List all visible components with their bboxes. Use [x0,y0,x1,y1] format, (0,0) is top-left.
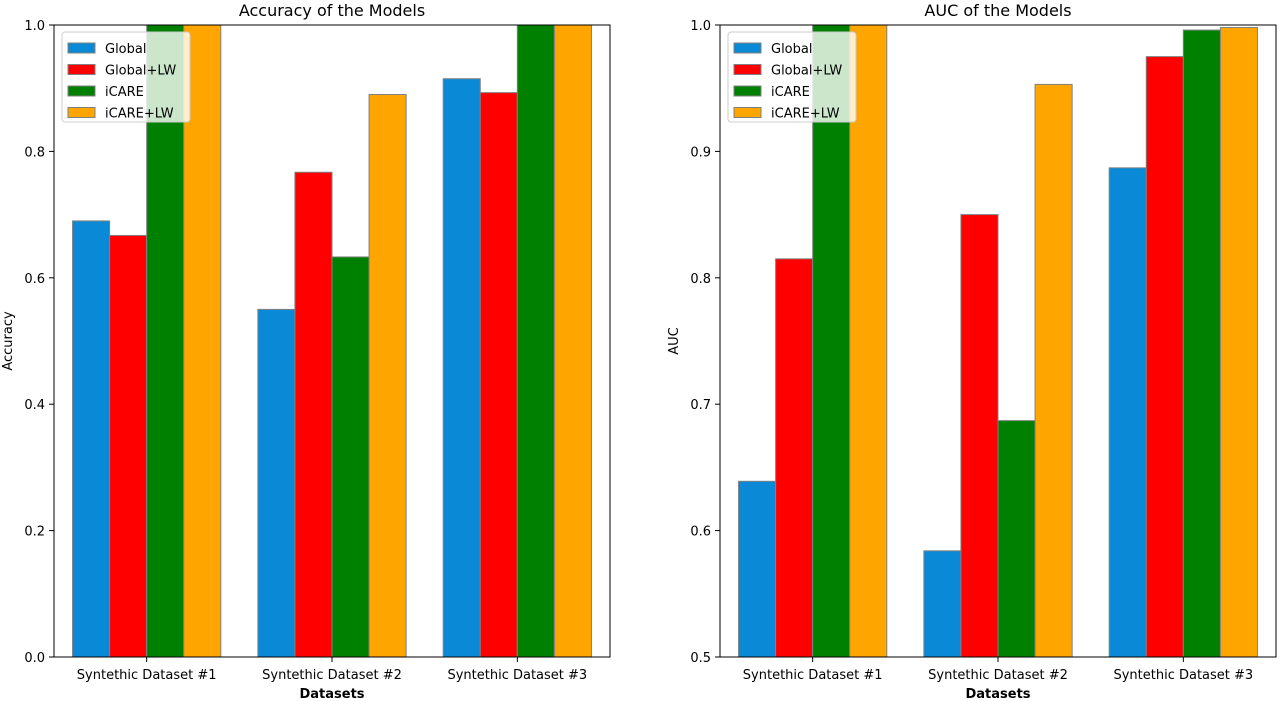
legend-box [61,31,191,123]
bar-icare-1 [146,24,185,658]
legend: Global Global+LW iCARE iCARE+LW [61,31,191,123]
legend-swatch [733,85,762,97]
legend-swatch [67,64,96,75]
y-axis-label: AUC [667,327,682,355]
bar-icare-lw-2 [1034,83,1073,658]
legend-label: Global+LW [105,64,176,79]
bar-icare-lw-2 [368,94,407,658]
x-tick-label: Syntethic Dataset #1 [743,668,883,683]
auc-chart: 0.5 0.6 0.7 0.8 0.9 1.0 Syntethic Dataset #1 Sy… [667,1,1277,701]
bar-icare-lw-3 [1219,27,1258,658]
bar-global-2 [257,308,296,658]
x-tick-label: Syntethic Dataset #2 [928,668,1068,683]
y-tick-label: 0.7 [690,398,711,413]
bar-global-lw-3 [1145,56,1184,658]
legend-label: iCARE [771,85,810,100]
legend-swatch [733,42,762,54]
y-tick-label: 0.2 [24,525,45,540]
legend-label: iCARE+LW [771,107,840,122]
y-tick-label: 0.8 [24,145,45,160]
y-tick-label: 0.6 [24,272,45,287]
legend-swatch [67,107,96,118]
x-tick-label: Syntethic Dataset #1 [77,668,217,683]
x-tick-label: Syntethic Dataset #3 [447,668,587,683]
x-axis-label: Datasets [299,687,364,701]
bar-icare-3 [1182,29,1221,658]
legend-swatch [733,107,762,118]
y-axis-label: Accuracy [1,311,16,371]
legend-label: Global+LW [771,64,842,79]
accuracy-chart: 0.0 0.2 0.4 0.6 0.8 1.0 Syntethic Dataset #1 Sy… [1,1,611,701]
x-tick-label: Syntethic Dataset #3 [1113,668,1253,683]
y-tick-label: 1.0 [690,19,711,34]
y-tick-label: 0.5 [690,651,711,666]
legend: Global Global+LW iCARE iCARE+LW [727,31,857,123]
legend-swatch [733,64,762,75]
bar-global-lw-3 [479,92,518,658]
legend-label: Global [771,42,812,57]
bar-global-3 [1108,167,1147,658]
x-axis-label: Datasets [965,687,1030,701]
legend-swatch [67,42,96,54]
legend-swatch [67,85,96,97]
bar-global-lw-1 [109,234,148,658]
y-tick-label: 0.6 [690,525,711,540]
bar-global-1 [72,220,111,658]
bar-global-2 [923,550,962,658]
bar-icare-2 [331,256,370,658]
bar-icare-2 [997,420,1036,658]
chart-title: Accuracy of the Models [239,1,425,20]
bar-icare-1 [812,24,851,658]
bar-global-3 [442,78,481,658]
bar-icare-3 [516,24,555,658]
x-tick-label: Syntethic Dataset #2 [262,668,402,683]
bar-global-lw-2 [294,171,333,658]
y-tick-label: 1.0 [24,19,45,34]
legend-label: Global [105,42,146,57]
bar-global-lw-2 [960,214,999,658]
bar-icare-lw-3 [553,24,592,658]
y-tick-label: 0.9 [690,145,711,160]
bar-global-1 [738,480,777,658]
legend-label: iCARE [105,85,144,100]
legend-label: iCARE+LW [105,107,174,122]
y-tick-label: 0.0 [24,651,45,666]
bar-global-lw-1 [775,258,814,658]
chart-title: AUC of the Models [924,1,1071,20]
y-tick-label: 0.4 [24,398,45,413]
y-tick-label: 0.8 [690,272,711,287]
legend-box [727,31,857,123]
